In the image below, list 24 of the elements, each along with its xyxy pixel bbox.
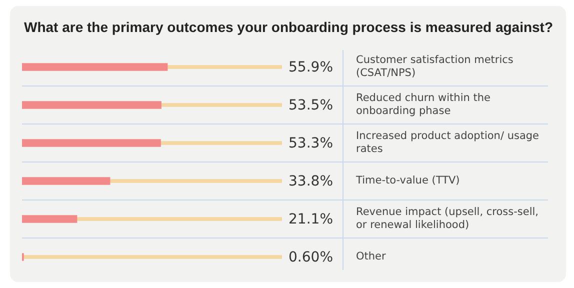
data-label: 0.60% xyxy=(288,250,333,266)
y-tick-label: Revenue impact (upsell, cross-sell, or renewal likelihood) xyxy=(356,206,539,232)
bar xyxy=(22,139,161,147)
y-tick-label: Other xyxy=(356,250,386,263)
data-label: 55.9% xyxy=(288,60,333,76)
bar xyxy=(22,101,162,109)
data-label: 53.5% xyxy=(288,98,333,114)
bar xyxy=(110,179,282,183)
bar xyxy=(160,103,282,107)
bar xyxy=(167,65,282,69)
bar xyxy=(76,217,282,221)
bar xyxy=(22,63,168,71)
y-tick-label: Increased product adoption/ usage rates xyxy=(356,130,540,156)
data-label: 21.1% xyxy=(288,212,333,228)
chart-title: What are the primary outcomes your onboarding process is measured against? xyxy=(24,19,554,35)
bar xyxy=(22,177,110,185)
y-tick-label: Customer satisfaction metrics (CSAT/NPS) xyxy=(356,54,514,80)
y-tick-label: Reduced churn within the onboarding phase xyxy=(356,92,490,118)
data-label: 33.8% xyxy=(288,174,333,190)
bar xyxy=(22,215,78,223)
y-tick-label: Time-to-value (TTV) xyxy=(355,174,460,187)
data-label: 53.3% xyxy=(288,136,333,152)
bar xyxy=(160,141,282,145)
bar xyxy=(23,255,282,259)
